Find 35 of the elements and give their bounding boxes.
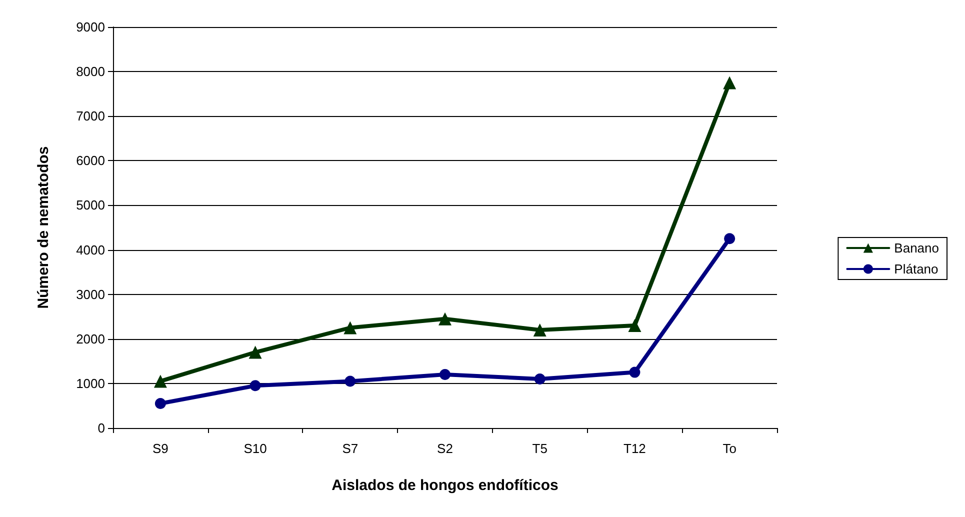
point xyxy=(534,373,546,384)
y-tick-label: 8000 xyxy=(76,64,105,80)
y-tick-label: 1000 xyxy=(76,376,105,391)
y-axis-title: Número de nematodos xyxy=(35,146,52,309)
point xyxy=(154,374,167,388)
point xyxy=(438,312,452,326)
y-tick-label: 0 xyxy=(98,420,105,436)
legend-label: Banano xyxy=(894,240,940,256)
y-tick-label: 3000 xyxy=(76,286,105,302)
y-tick-label: 9000 xyxy=(76,20,105,34)
x-tick-label: S10 xyxy=(244,441,267,456)
x-axis-title: Aislados de hongos endofíticos xyxy=(332,477,558,494)
point xyxy=(440,369,450,380)
x-tick-label: T5 xyxy=(532,441,548,456)
point xyxy=(724,233,736,244)
y-tick-label: 2000 xyxy=(76,331,105,346)
point xyxy=(723,76,736,90)
x-tick-label: T12 xyxy=(624,441,646,456)
legend-label: Plátano xyxy=(894,262,938,276)
point xyxy=(250,380,261,392)
point xyxy=(154,398,166,409)
x-tick-label: S9 xyxy=(152,441,168,456)
point xyxy=(533,323,546,336)
y-tick-label: 6000 xyxy=(76,153,105,168)
x-tick-label: S7 xyxy=(342,441,358,456)
y-tick-label: 4000 xyxy=(76,242,105,258)
point xyxy=(344,321,357,334)
y-tick-label: 5000 xyxy=(76,198,105,213)
point xyxy=(628,319,642,332)
x-tick-label: To xyxy=(722,441,736,456)
point xyxy=(629,366,640,378)
point xyxy=(248,346,262,359)
y-tick-label: 7000 xyxy=(76,108,105,124)
point xyxy=(344,376,356,387)
x-tick-label: S2 xyxy=(437,441,453,456)
